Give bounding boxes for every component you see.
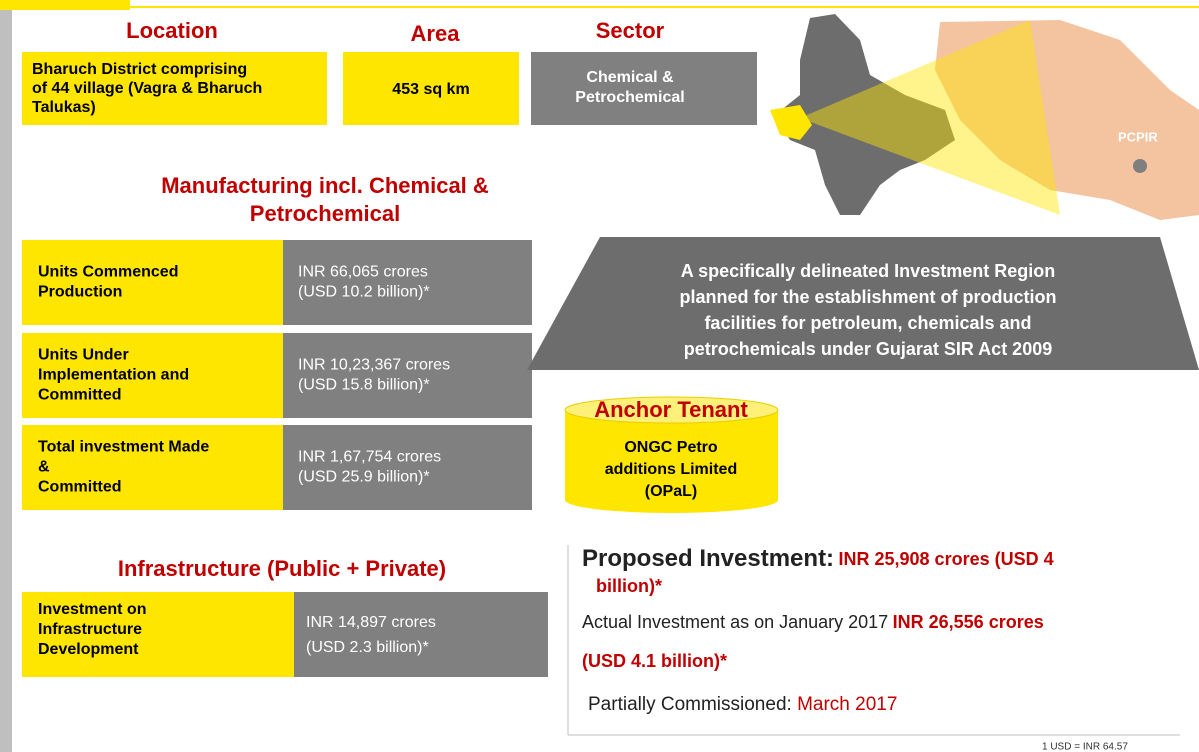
row-label: &	[38, 459, 50, 476]
area-text: 453 sq km	[392, 81, 469, 98]
area-title: Area	[411, 21, 461, 46]
sector-text: Petrochemical	[575, 89, 684, 106]
label-cell	[22, 592, 294, 677]
row-value: INR 66,065 crores	[298, 264, 428, 281]
location-title: Location	[126, 18, 218, 43]
definition-text: planned for the establishment of product…	[679, 287, 1056, 307]
cylinder-body	[565, 410, 778, 500]
section-title: Manufacturing incl. Chemical &	[161, 173, 489, 198]
sector-box	[531, 52, 757, 125]
top-block	[0, 0, 130, 10]
infra-label: Infrastructure	[38, 621, 142, 638]
infra-label: Development	[38, 641, 139, 658]
actual-text: Actual Investment as on January 2017	[582, 612, 888, 632]
row-value: INR 1,67,754 crores	[298, 449, 441, 466]
anchor-text: additions Limited	[605, 461, 737, 478]
pcpir-dot	[1133, 159, 1147, 173]
label-cell	[22, 425, 283, 510]
anchor-title: Anchor Tenant	[594, 397, 748, 422]
row-label: Production	[38, 284, 122, 301]
row-value: (USD 15.8 billion)*	[298, 377, 430, 394]
row-label: Units Under	[38, 347, 129, 364]
commissioned-line: Partially Commissioned: March 2017	[588, 694, 897, 715]
location-box	[22, 52, 327, 125]
commissioned-label: Partially Commissioned:	[588, 694, 792, 715]
value-cell	[283, 425, 532, 510]
location-text: of 44 village (Vagra & Bharuch	[32, 80, 262, 97]
anchor-text: (OPaL)	[645, 483, 697, 500]
section-title: Infrastructure (Public + Private)	[118, 556, 446, 581]
location-text: Talukas)	[32, 99, 96, 116]
proposed-amount: billion)*	[596, 576, 662, 596]
actual-amount: (USD 4.1 billion)*	[582, 651, 727, 671]
row-label: Committed	[38, 387, 122, 404]
proposed-amount: INR 25,908 crores (USD 4	[839, 549, 1054, 569]
manufacturing-rows: Units Commenced Production INR 66,065 cror…	[22, 240, 532, 510]
map: PCPIR	[770, 14, 1199, 220]
label-cell	[22, 240, 283, 325]
sector-text: Chemical &	[586, 69, 674, 86]
row-label: Implementation and	[38, 367, 189, 384]
value-cell	[283, 333, 532, 418]
proposed-heading: Proposed Investment:	[582, 545, 834, 572]
sector-title: Sector	[596, 18, 665, 43]
definition-text: A specifically delineated Investment Reg…	[681, 261, 1055, 281]
cylinder-top	[564, 396, 779, 424]
actual-amount: INR 26,556 crores	[893, 612, 1044, 632]
infra-value: INR 14,897 crores	[306, 614, 436, 631]
definition-text: petrochemicals under Gujarat SIR Act 200…	[684, 339, 1052, 359]
commissioned-date: March 2017	[797, 694, 897, 715]
zoom-beam	[800, 20, 1060, 215]
area-box	[343, 52, 519, 125]
value-cell	[294, 592, 548, 677]
pcpir-label: PCPIR	[1118, 129, 1158, 144]
india	[775, 14, 955, 215]
anchor-cylinder	[564, 396, 779, 513]
definition-text: facilities for petroleum, chemicals and	[704, 313, 1031, 333]
value-cell	[283, 240, 532, 325]
row-value: INR 10,23,367 crores	[298, 357, 450, 374]
footnote: 1 USD = INR 64.57	[1042, 742, 1128, 752]
row-label: Total investment Made	[38, 439, 209, 456]
row-value: (USD 25.9 billion)*	[298, 469, 430, 486]
definition-box	[527, 237, 1199, 370]
row-value: (USD 10.2 billion)*	[298, 284, 430, 301]
infra-value: (USD 2.3 billion)*	[306, 639, 429, 656]
actual-line: Actual Investment as on January 2017 INR…	[582, 612, 1044, 632]
location-text: Bharuch District comprising	[32, 61, 247, 78]
proposed-line: Proposed Investment: INR 25,908 crores (…	[582, 545, 1054, 572]
side-bar	[0, 0, 12, 752]
section-title: Petrochemical	[250, 201, 400, 226]
row-label: Units Commenced	[38, 264, 178, 281]
gujarat-zoom	[935, 20, 1199, 220]
anchor-text: ONGC Petro	[624, 439, 718, 456]
cylinder-bottom	[565, 487, 778, 513]
gujarat	[770, 105, 812, 140]
row-label: Committed	[38, 479, 122, 496]
label-cell	[22, 333, 283, 418]
infra-label: Investment on	[38, 601, 146, 618]
